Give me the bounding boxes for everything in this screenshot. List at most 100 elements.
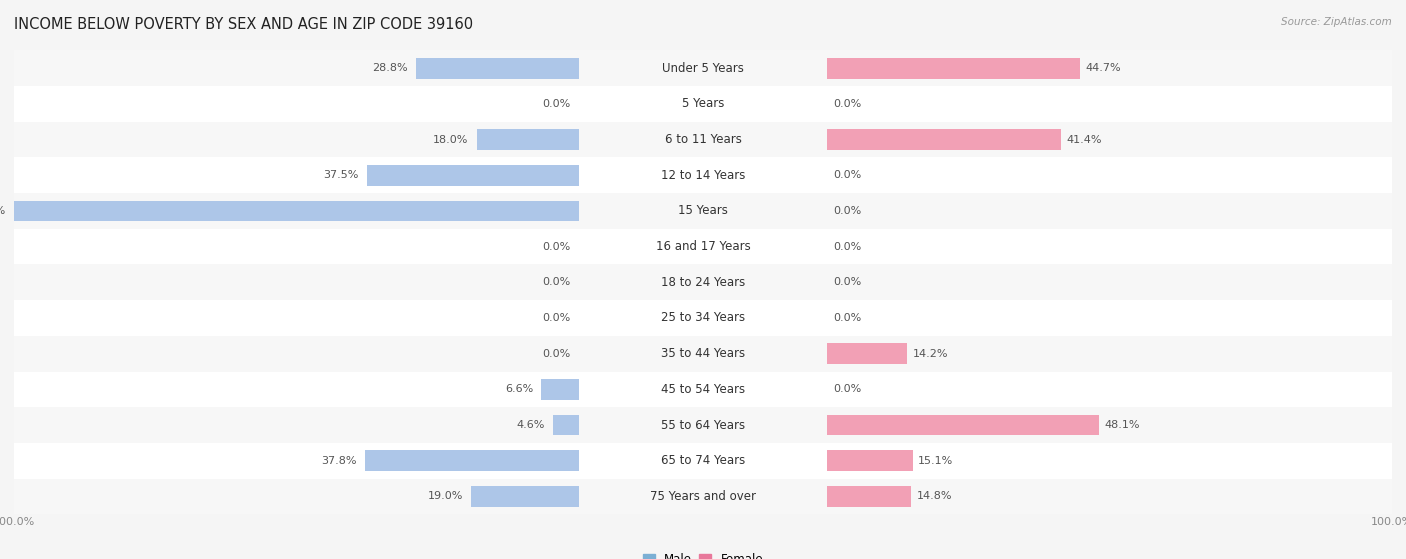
Bar <box>827 229 1392 264</box>
Bar <box>579 229 827 264</box>
Text: 0.0%: 0.0% <box>543 313 571 323</box>
Bar <box>827 479 1392 514</box>
Bar <box>827 264 1392 300</box>
Bar <box>827 336 1392 372</box>
Text: 75 Years and over: 75 Years and over <box>650 490 756 503</box>
Bar <box>827 122 1392 158</box>
Bar <box>827 372 1392 407</box>
Bar <box>827 415 1099 435</box>
Bar <box>14 50 579 86</box>
Text: 48.1%: 48.1% <box>1105 420 1140 430</box>
Text: 18 to 24 Years: 18 to 24 Years <box>661 276 745 289</box>
Text: 0.0%: 0.0% <box>832 385 860 394</box>
Text: 0.0%: 0.0% <box>543 277 571 287</box>
Bar <box>827 372 1392 407</box>
Text: 0.0%: 0.0% <box>543 349 571 359</box>
Bar <box>827 443 1392 479</box>
Text: 37.5%: 37.5% <box>323 170 359 180</box>
Bar <box>827 58 1080 78</box>
Bar <box>579 479 827 514</box>
Bar <box>14 201 579 221</box>
Text: 28.8%: 28.8% <box>373 63 408 73</box>
Bar <box>579 407 827 443</box>
Bar <box>827 343 907 364</box>
Bar <box>827 50 1392 86</box>
Text: 5 Years: 5 Years <box>682 97 724 110</box>
Bar <box>14 300 579 336</box>
Bar <box>14 86 579 122</box>
Text: 65 to 74 Years: 65 to 74 Years <box>661 454 745 467</box>
Text: 15.1%: 15.1% <box>918 456 953 466</box>
Text: 15 Years: 15 Years <box>678 205 728 217</box>
Text: 45 to 54 Years: 45 to 54 Years <box>661 383 745 396</box>
Text: 14.2%: 14.2% <box>912 349 949 359</box>
Bar <box>579 443 827 479</box>
Bar <box>14 300 579 336</box>
Bar <box>827 407 1392 443</box>
Bar <box>579 229 827 264</box>
Bar <box>14 86 579 122</box>
Bar <box>827 86 1392 122</box>
Text: 55 to 64 Years: 55 to 64 Years <box>661 419 745 432</box>
Bar <box>827 158 1392 193</box>
Bar <box>14 193 579 229</box>
Bar <box>14 407 579 443</box>
Bar <box>14 443 579 479</box>
Bar <box>14 122 579 158</box>
Bar <box>827 229 1392 264</box>
Bar <box>579 372 827 407</box>
Bar <box>827 193 1392 229</box>
Bar <box>579 50 827 86</box>
Bar <box>14 264 579 300</box>
Bar <box>827 129 1062 150</box>
Text: 0.0%: 0.0% <box>543 99 571 109</box>
Bar <box>366 451 579 471</box>
Text: Source: ZipAtlas.com: Source: ZipAtlas.com <box>1281 17 1392 27</box>
Bar <box>579 264 827 300</box>
Text: 18.0%: 18.0% <box>433 135 468 145</box>
Text: 19.0%: 19.0% <box>427 491 463 501</box>
Bar <box>14 336 579 372</box>
Text: 0.0%: 0.0% <box>832 241 860 252</box>
Bar <box>14 193 579 229</box>
Text: 14.8%: 14.8% <box>917 491 952 501</box>
Bar <box>14 479 579 514</box>
Text: 6 to 11 Years: 6 to 11 Years <box>665 133 741 146</box>
Bar <box>14 372 579 407</box>
Bar <box>827 300 1392 336</box>
Bar <box>14 229 579 264</box>
Bar <box>579 158 827 193</box>
Bar <box>579 193 827 229</box>
Text: 0.0%: 0.0% <box>832 313 860 323</box>
Bar <box>14 372 579 407</box>
Bar <box>579 300 827 336</box>
Text: 100.0%: 100.0% <box>0 206 6 216</box>
Legend: Male, Female: Male, Female <box>638 548 768 559</box>
Bar <box>553 415 579 435</box>
Bar <box>827 193 1392 229</box>
Bar <box>14 407 579 443</box>
Bar <box>827 407 1392 443</box>
Bar <box>14 264 579 300</box>
Bar <box>827 336 1392 372</box>
Text: 37.8%: 37.8% <box>322 456 357 466</box>
Bar <box>827 86 1392 122</box>
Bar <box>827 122 1392 158</box>
Text: 35 to 44 Years: 35 to 44 Years <box>661 347 745 360</box>
Bar <box>14 50 579 86</box>
Bar <box>827 158 1392 193</box>
Bar <box>579 122 827 158</box>
Bar <box>579 300 827 336</box>
Bar <box>827 443 1392 479</box>
Text: 41.4%: 41.4% <box>1067 135 1102 145</box>
Bar <box>579 50 827 86</box>
Bar <box>541 379 579 400</box>
Bar <box>14 443 579 479</box>
Bar <box>827 486 911 507</box>
Bar <box>416 58 579 78</box>
Text: 0.0%: 0.0% <box>543 241 571 252</box>
Text: 12 to 14 Years: 12 to 14 Years <box>661 169 745 182</box>
Bar <box>827 300 1392 336</box>
Bar <box>14 158 579 193</box>
Text: INCOME BELOW POVERTY BY SEX AND AGE IN ZIP CODE 39160: INCOME BELOW POVERTY BY SEX AND AGE IN Z… <box>14 17 474 32</box>
